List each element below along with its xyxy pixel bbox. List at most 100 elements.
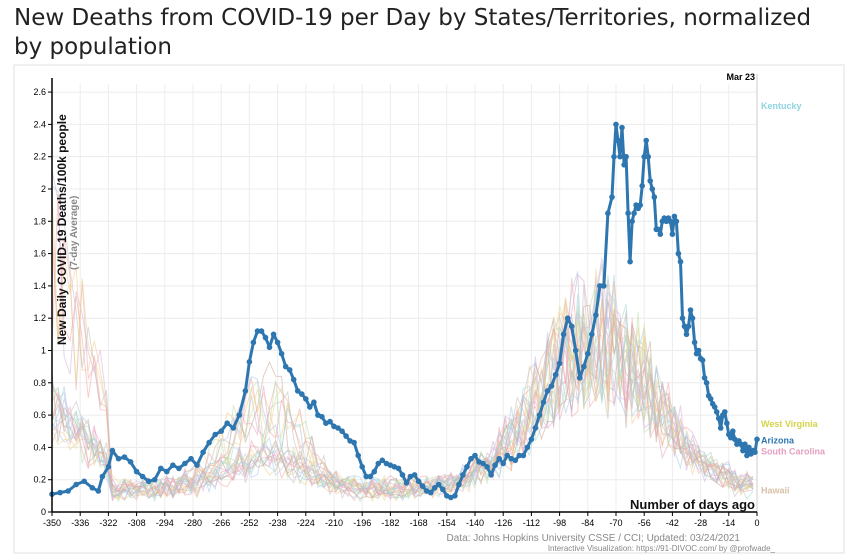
data-point (258, 328, 265, 334)
data-point (472, 452, 478, 459)
data-point (254, 328, 261, 334)
data-point (687, 307, 694, 313)
data-point (299, 391, 305, 397)
data-point (685, 323, 692, 330)
data-point (673, 218, 680, 225)
background-series (51, 169, 754, 503)
background-series-line (51, 282, 754, 503)
data-point (419, 483, 426, 490)
x-tick-label: -154 (438, 518, 456, 528)
data-point (677, 258, 684, 265)
data-point (645, 153, 651, 160)
data-point (319, 413, 325, 420)
y-tick-label: 2.4 (33, 119, 46, 129)
x-tick-label: -42 (666, 518, 679, 528)
data-point (327, 418, 333, 425)
data-point (464, 464, 470, 470)
data-point (278, 350, 285, 357)
data-point (740, 447, 746, 454)
x-tick-label: -224 (297, 518, 315, 528)
x-tick-label: -84 (581, 518, 594, 528)
data-point (643, 137, 649, 144)
x-axis: -350 -336 -322 -308 -294 -280 -266 -252 -238 -224… (43, 511, 760, 528)
data-point (492, 462, 498, 469)
data-point (742, 441, 748, 448)
data-point (667, 218, 674, 225)
data-point (528, 436, 535, 443)
data-point (307, 404, 313, 410)
data-point (713, 409, 720, 415)
data-point (568, 323, 575, 330)
data-point (730, 428, 736, 435)
background-series-line (51, 299, 754, 500)
x-tick-label: -70 (609, 518, 622, 528)
data-point (145, 478, 152, 485)
data-point (669, 231, 676, 237)
x-tick-label: -140 (466, 518, 484, 528)
y-axis: 0 0.2 0.4 0.6 0.8 1 1.2 1.4 1.6 1.8 2 2.2 2.4 2.6 (33, 78, 53, 517)
data-point (524, 444, 531, 451)
data-point (671, 213, 678, 220)
data-point (290, 376, 297, 383)
data-point (516, 452, 523, 459)
highlight-series[interactable] (49, 121, 760, 501)
data-point (403, 480, 410, 486)
data-point (176, 465, 182, 472)
series-end-label: Arizona (761, 435, 795, 445)
data-point (452, 493, 458, 499)
data-point (504, 452, 511, 459)
data-point (589, 331, 595, 338)
data-point (200, 449, 206, 456)
data-point (536, 412, 543, 418)
x-tick-label: -336 (71, 518, 89, 528)
source-note: Data: Johns Hopkins University CSSE / CC… (447, 533, 741, 544)
data-point (601, 283, 607, 289)
data-point (335, 425, 341, 431)
data-point (544, 388, 551, 394)
data-point (95, 488, 102, 494)
data-point (65, 488, 71, 494)
y-tick-label: 0.4 (33, 442, 46, 452)
data-point (556, 360, 563, 367)
data-point (572, 347, 579, 354)
data-point (695, 347, 702, 354)
data-point (133, 468, 140, 475)
data-point (679, 315, 686, 322)
data-point (395, 465, 402, 472)
data-point (363, 473, 370, 480)
data-point (651, 194, 658, 200)
data-point (675, 250, 682, 257)
data-point (262, 334, 269, 341)
y-tick-label: 0.2 (33, 475, 46, 485)
y-tick-label: 2 (41, 184, 46, 194)
data-point (151, 476, 158, 483)
data-point (127, 459, 134, 465)
data-point (701, 375, 708, 381)
data-point (484, 464, 490, 470)
series-end-labels: Kentucky Arizona West Virginia South Caroli… (761, 101, 826, 495)
data-point (99, 473, 106, 480)
data-point (717, 425, 724, 431)
data-point (540, 399, 547, 406)
data-point (242, 388, 249, 394)
y-tick-label: 1.8 (33, 216, 46, 226)
data-point (738, 441, 744, 448)
x-axis-label: Number of days ago (630, 497, 755, 512)
data-point (724, 420, 730, 427)
data-point (699, 357, 706, 364)
data-point (681, 323, 688, 330)
data-point (746, 444, 752, 451)
x-tick-label: -182 (381, 518, 399, 528)
data-point (250, 339, 257, 346)
data-point (121, 454, 128, 460)
data-point (500, 460, 507, 467)
data-point (619, 124, 625, 131)
data-point (379, 457, 386, 464)
data-point (637, 202, 643, 208)
data-point (194, 462, 200, 469)
chart-title: New Deaths from COVID-19 per Day by Stat… (14, 5, 812, 60)
data-point (683, 331, 690, 338)
data-point (615, 137, 621, 144)
y-tick-label: 1.2 (33, 313, 46, 323)
x-tick-label: -350 (43, 518, 61, 528)
